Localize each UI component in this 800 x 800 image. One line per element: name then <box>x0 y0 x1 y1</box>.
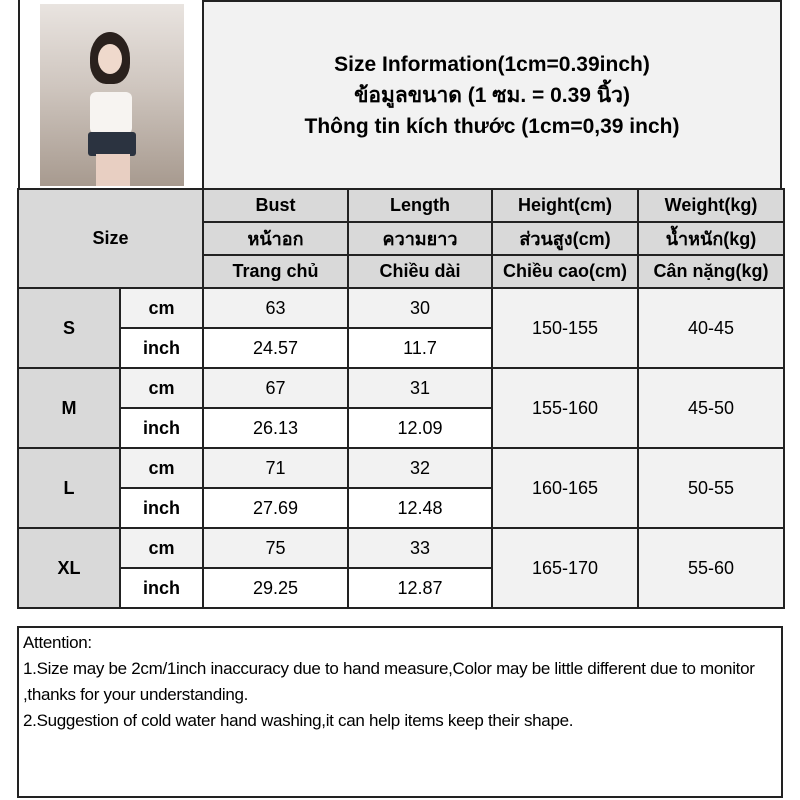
unit-inch: inch <box>119 407 204 449</box>
model-image <box>40 4 184 186</box>
height-range: 165-170 <box>491 527 639 609</box>
unit-cm: cm <box>119 287 204 329</box>
size-label: XL <box>17 527 121 609</box>
attention-notes: Attention: 1.Size may be 2cm/1inch inacc… <box>17 626 783 798</box>
product-photo <box>18 0 204 188</box>
table-row-inch: inch 27.69 12.48 <box>18 487 784 529</box>
height-range: 160-165 <box>491 447 639 529</box>
size-header: Size <box>17 188 204 289</box>
col-length-vi: Chiều dài <box>347 254 493 289</box>
col-bust-en: Bust <box>202 188 349 223</box>
size-label: S <box>17 287 121 369</box>
unit-inch: inch <box>119 567 204 609</box>
weight-range: 40-45 <box>637 287 785 369</box>
length-inch: 12.48 <box>347 487 493 529</box>
col-bust-vi: Trang chủ <box>202 254 349 289</box>
col-height-vi: Chiều cao(cm) <box>491 254 639 289</box>
unit-cm: cm <box>119 367 204 409</box>
size-label: L <box>17 447 121 529</box>
col-height-th: ส่วนสูง(cm) <box>491 221 639 256</box>
bust-inch: 27.69 <box>202 487 349 529</box>
note-2: 2.Suggestion of cold water hand washing,… <box>23 711 574 730</box>
col-weight-th: น้ำหนัก(kg) <box>637 221 785 256</box>
height-range: 150-155 <box>491 287 639 369</box>
note-1: 1.Size may be 2cm/1inch inaccuracy due t… <box>23 659 755 704</box>
unit-inch: inch <box>119 327 204 369</box>
unit-inch: inch <box>119 487 204 529</box>
table-row-inch: inch 26.13 12.09 <box>18 407 784 449</box>
bust-cm: 67 <box>202 367 349 409</box>
weight-range: 55-60 <box>637 527 785 609</box>
length-cm: 31 <box>347 367 493 409</box>
size-info-header: Size Information(1cm=0.39inch) ข้อมูลขนา… <box>202 0 782 188</box>
col-bust-th: หน้าอก <box>202 221 349 256</box>
bust-cm: 63 <box>202 287 349 329</box>
col-weight-en: Weight(kg) <box>637 188 785 223</box>
length-cm: 32 <box>347 447 493 489</box>
bust-inch: 29.25 <box>202 567 349 609</box>
length-cm: 33 <box>347 527 493 569</box>
table-row-inch: inch 24.57 11.7 <box>18 327 784 369</box>
table-row-cm: XL cm 75 33 165-170 55-60 <box>17 527 785 609</box>
header-title-th: ข้อมูลขนาด (1 ซม. = 0.39 นิ้ว) <box>354 83 630 107</box>
length-inch: 11.7 <box>347 327 493 369</box>
bust-inch: 24.57 <box>202 327 349 369</box>
bust-cm: 71 <box>202 447 349 489</box>
unit-cm: cm <box>119 527 204 569</box>
size-label: M <box>17 367 121 449</box>
size-table: Size Bust Length Height(cm) Weight(kg) ห… <box>17 188 785 609</box>
height-range: 155-160 <box>491 367 639 449</box>
bust-inch: 26.13 <box>202 407 349 449</box>
length-inch: 12.09 <box>347 407 493 449</box>
weight-range: 50-55 <box>637 447 785 529</box>
col-length-th: ความยาว <box>347 221 493 256</box>
length-inch: 12.87 <box>347 567 493 609</box>
col-length-en: Length <box>347 188 493 223</box>
table-row-inch: inch 29.25 12.87 <box>18 567 784 609</box>
weight-range: 45-50 <box>637 367 785 449</box>
col-height-en: Height(cm) <box>491 188 639 223</box>
bust-cm: 75 <box>202 527 349 569</box>
header-title-vi: Thông tin kích thước (1cm=0,39 inch) <box>304 114 680 138</box>
col-weight-vi: Cân nặng(kg) <box>637 254 785 289</box>
notes-title: Attention: <box>23 633 92 652</box>
unit-cm: cm <box>119 447 204 489</box>
length-cm: 30 <box>347 287 493 329</box>
header-title-en: Size Information(1cm=0.39inch) <box>334 52 650 76</box>
